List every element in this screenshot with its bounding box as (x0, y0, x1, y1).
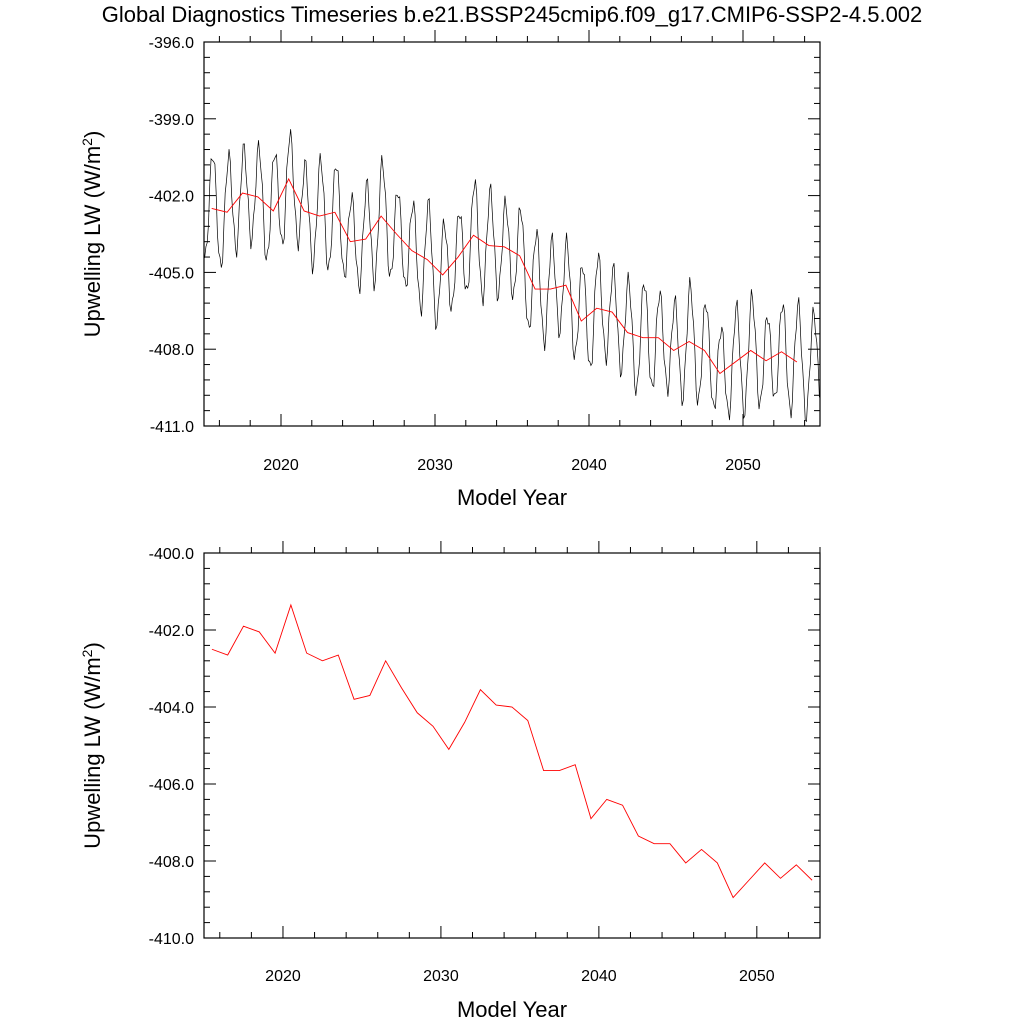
y-tick-label: -400.0 (149, 546, 194, 563)
series-annual-mean-line (211, 603, 813, 899)
data-layer (211, 603, 813, 899)
y-tick-label: -411.0 (150, 419, 194, 436)
plot-frame (203, 552, 821, 939)
y-tick-label: -399.0 (149, 112, 194, 129)
y-tick-label: -396.0 (149, 35, 194, 52)
series-annual-mean-line (211, 177, 798, 375)
x-tick-label: 2050 (739, 968, 775, 985)
y-tick-label: -404.0 (149, 700, 194, 717)
x-axis-label: Model Year (457, 485, 567, 510)
y-tick-label: -408.0 (149, 854, 194, 871)
x-axis-label: Model Year (457, 997, 567, 1022)
y-axis-label: Upwelling LW (W/m2) (79, 642, 105, 849)
y-tick-label: -402.0 (149, 189, 194, 206)
x-tick-label: 2020 (263, 457, 299, 474)
data-layer (204, 129, 820, 423)
x-tick-label: 2040 (581, 968, 617, 985)
y-tick-label: -410.0 (149, 931, 194, 948)
x-tick-label: 2030 (417, 457, 453, 474)
x-tick-label: 2020 (265, 968, 301, 985)
y-tick-label: -402.0 (149, 623, 194, 640)
x-tick-label: 2030 (423, 968, 459, 985)
bottom-panel: -410.0 -408.0 -406.0 -404.0 -402.0 -400.0 2020… (79, 541, 821, 1022)
x-tick-label: 2050 (725, 457, 761, 474)
y-tick-label: -408.0 (149, 342, 194, 359)
page-title: Global Diagnostics Timeseries b.e21.BSSP… (101, 2, 923, 27)
x-tick-label: 2040 (571, 457, 607, 474)
series-monthly-line (204, 129, 820, 423)
top-panel: -411.0 -408.0 -405.0 -402.0 -399.0 -396.0 2020… (79, 30, 821, 510)
y-tick-label: -406.0 (149, 777, 194, 794)
y-tick-label: -405.0 (149, 265, 194, 282)
y-axis-label: Upwelling LW (W/m2) (79, 131, 105, 338)
plot-frame (203, 41, 821, 427)
